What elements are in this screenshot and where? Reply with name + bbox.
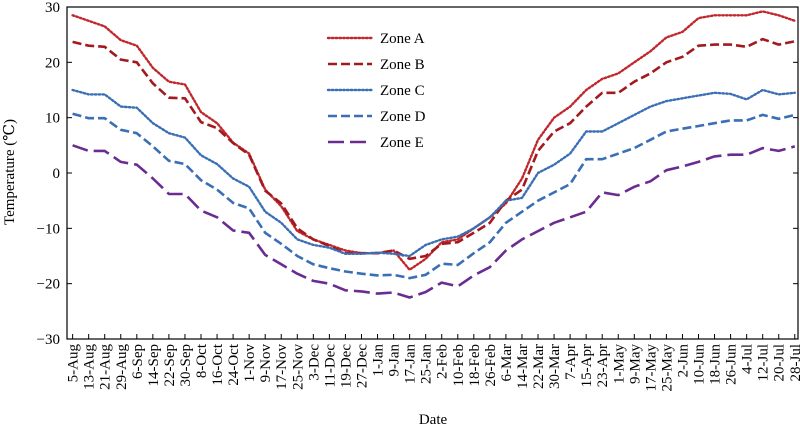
legend: Zone A Zone B Zone C Zone D Zone E: [326, 31, 426, 151]
y-tick-label: −30: [37, 332, 60, 348]
series-layer: [71, 10, 796, 299]
x-tick-label: 22-Sep: [162, 344, 178, 387]
x-tick-label: 11-Dec: [322, 344, 338, 388]
x-tick-label: 23-Apr: [595, 344, 611, 387]
x-tick-label: 3-Dec: [306, 344, 322, 381]
x-tick-label: 17-Jan: [403, 344, 419, 384]
x-tick-label: 16-Oct: [210, 343, 226, 385]
x-tick-label: 2-Feb: [435, 344, 451, 379]
legend-label: Zone E: [380, 135, 424, 151]
x-tick-label: 9-Jan: [387, 344, 403, 377]
legend-label: Zone C: [380, 83, 425, 99]
y-tick-label: −10: [37, 221, 60, 237]
x-tick-label: 5-Aug: [66, 344, 82, 383]
x-tick-label: 30-Sep: [178, 344, 194, 387]
x-tick-label: 13-Aug: [82, 344, 98, 390]
y-tick-label: 20: [45, 55, 60, 71]
x-tick-label: 19-Dec: [338, 344, 354, 388]
x-tick-label: 24-Oct: [226, 343, 242, 385]
x-tick-label: 17-Nov: [274, 344, 290, 390]
x-tick-label: 6-Sep: [130, 344, 146, 379]
x-tick-label: 10-Jun: [692, 344, 708, 385]
legend-label: Zone A: [380, 31, 425, 47]
x-tick-label: 27-Dec: [354, 344, 370, 388]
series-line-zone-b: [72, 37, 796, 261]
x-tick-label: 26-Jun: [724, 344, 740, 385]
y-tick-label: 10: [45, 111, 60, 127]
x-tick-label: 30-Mar: [547, 344, 563, 389]
x-tick-label: 12-Jul: [756, 344, 772, 382]
series-line-zone-d: [72, 112, 796, 280]
x-tick-label: 2-Jun: [675, 344, 691, 378]
y-tick-label: −20: [37, 277, 60, 293]
y-tick-label: 30: [45, 0, 60, 16]
x-tick-label: 9-Nov: [258, 344, 274, 383]
x-tick-label: 15-Apr: [579, 344, 595, 387]
x-tick-label: 1-Jan: [371, 344, 387, 377]
x-tick-label: 25-Nov: [290, 344, 306, 390]
x-tick-label: 21-Aug: [98, 344, 114, 390]
x-tick-label: 25-May: [659, 344, 675, 392]
x-tick-label: 8-Oct: [194, 343, 210, 378]
x-tick-label: 1-Nov: [242, 344, 258, 383]
x-tick-label: 9-May: [627, 344, 643, 384]
y-axis-title: Temperature (℃): [2, 119, 18, 225]
x-tick-label: 7-Apr: [563, 344, 579, 380]
series-line-zone-c: [71, 88, 796, 258]
x-tick-label: 14-Sep: [146, 344, 162, 387]
x-tick-label: 17-May: [643, 344, 659, 392]
x-tick-label: 14-Mar: [515, 344, 531, 389]
x-axis-title: Date: [419, 412, 448, 428]
x-tick-label: 18-Feb: [467, 344, 483, 387]
legend-label: Zone B: [380, 57, 425, 73]
series-line-zone-a: [71, 10, 796, 271]
series-line-zone-e: [72, 144, 796, 299]
x-tick-label: 18-Jun: [708, 344, 724, 385]
x-tick-label: 29-Aug: [114, 344, 130, 390]
x-tick-label: 6-Mar: [499, 344, 515, 382]
x-tick-label: 1-May: [611, 344, 627, 384]
x-tick-label: 10-Feb: [451, 344, 467, 387]
x-tick-label: 20-Jul: [772, 344, 788, 382]
x-tick-label: 22-Mar: [531, 344, 547, 389]
y-tick-label: 0: [53, 166, 61, 182]
x-tick-label: 28-Jul: [788, 344, 800, 382]
x-tick-label: 4-Jul: [740, 344, 756, 374]
x-tick-label: 26-Feb: [483, 344, 499, 387]
x-tick-label: 25-Jan: [419, 344, 435, 384]
legend-label: Zone D: [380, 109, 426, 125]
